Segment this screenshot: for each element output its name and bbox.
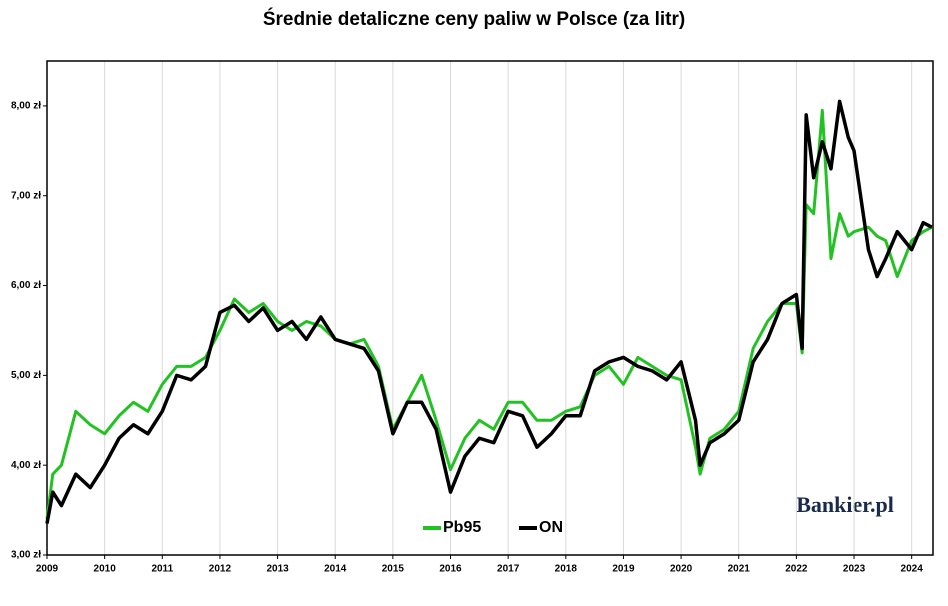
x-tick-label: 2024 bbox=[901, 564, 924, 575]
x-tick-label: 2020 bbox=[670, 564, 693, 575]
y-tick-label: 8,00 zł bbox=[11, 101, 41, 112]
x-tick-label: 2010 bbox=[94, 564, 117, 575]
series-line bbox=[45, 99, 933, 524]
y-tick-label: 6,00 zł bbox=[11, 280, 41, 291]
chart-title: Średnie detaliczne ceny paliw w Polsce (… bbox=[263, 8, 685, 30]
y-tick-label: 3,00 zł bbox=[11, 550, 41, 561]
plot-frame bbox=[46, 60, 934, 556]
x-tick-label: 2012 bbox=[209, 564, 232, 575]
x-tick-label: 2018 bbox=[555, 564, 578, 575]
x-tick-label: 2014 bbox=[324, 564, 347, 575]
x-tick-label: 2019 bbox=[612, 564, 635, 575]
x-tick-label: 2023 bbox=[843, 564, 866, 575]
watermark: Bankier.pl bbox=[796, 492, 894, 517]
y-tick-label: 4,00 zł bbox=[11, 460, 41, 471]
x-tick-label: 2022 bbox=[785, 564, 808, 575]
x-tick-label: 2017 bbox=[497, 564, 520, 575]
x-tick-label: 2016 bbox=[439, 564, 462, 575]
x-tick-label: 2021 bbox=[728, 564, 751, 575]
x-tick-label: 2009 bbox=[36, 564, 59, 575]
y-tick-label: 5,00 zł bbox=[11, 370, 41, 381]
y-tick-label: 7,00 zł bbox=[11, 190, 41, 201]
x-tick-label: 2015 bbox=[382, 564, 405, 575]
legend-label: ON bbox=[539, 519, 563, 536]
x-tick-label: 2011 bbox=[151, 564, 173, 575]
legend-label: Pb95 bbox=[443, 519, 481, 536]
x-tick-label: 2013 bbox=[266, 564, 289, 575]
